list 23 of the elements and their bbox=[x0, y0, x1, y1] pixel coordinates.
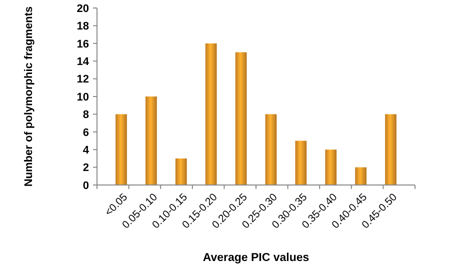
y-tick-label: 20 bbox=[76, 2, 89, 15]
y-tick-label: 14 bbox=[76, 56, 90, 68]
y-tick-label: 16 bbox=[76, 38, 89, 50]
y-tick-label: 6 bbox=[82, 126, 89, 139]
bar bbox=[325, 150, 337, 185]
bar bbox=[265, 114, 277, 185]
bar bbox=[175, 158, 187, 185]
y-tick-label: 2 bbox=[82, 162, 89, 174]
bar bbox=[235, 52, 247, 185]
bar bbox=[116, 114, 127, 185]
x-axis-title: Average PIC values bbox=[202, 252, 310, 264]
bar bbox=[205, 43, 217, 185]
bar bbox=[355, 167, 366, 185]
bar bbox=[295, 140, 307, 185]
y-tick-label: 18 bbox=[76, 20, 89, 33]
y-tick-label: 0 bbox=[82, 180, 89, 192]
bar bbox=[146, 96, 157, 185]
y-tick-label: 10 bbox=[76, 91, 89, 104]
y-tick-label: 12 bbox=[76, 74, 89, 86]
bar bbox=[385, 114, 396, 185]
y-axis-title: Number of polymorphic fragments bbox=[23, 6, 35, 187]
y-tick-label: 4 bbox=[82, 144, 90, 156]
y-tick-label: 8 bbox=[82, 109, 89, 122]
